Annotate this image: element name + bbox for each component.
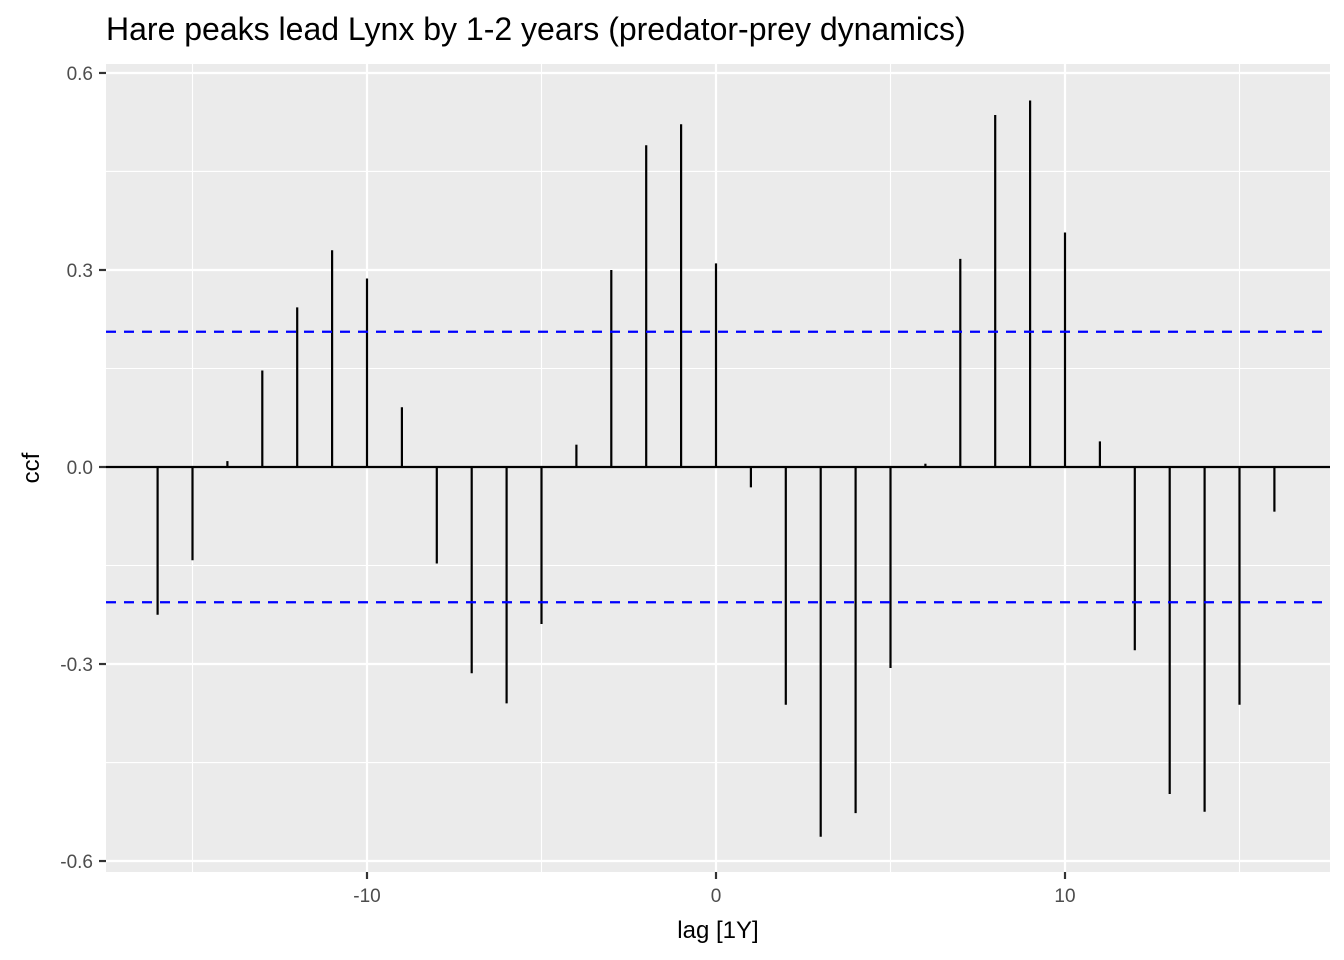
ccf-bars <box>156 100 1276 837</box>
x-tick-label: 10 <box>1054 886 1075 907</box>
y-axis-label: ccf <box>18 452 45 483</box>
y-tick-label: 0.6 <box>67 64 93 85</box>
x-axis-label: lag [1Y] <box>677 917 758 944</box>
chart-title: Hare peaks lead Lynx by 1-2 years (preda… <box>106 11 966 47</box>
x-axis: -10 0 10 <box>353 872 1076 907</box>
y-tick-label: -0.3 <box>60 655 93 676</box>
x-tick-label: 0 <box>711 886 722 907</box>
x-tick-label: -10 <box>353 886 380 907</box>
y-axis: 0.6 0.3 0.0 -0.3 -0.6 <box>60 64 106 873</box>
y-tick-label: 0.0 <box>67 458 93 479</box>
y-tick-label: 0.3 <box>67 261 93 282</box>
y-tick-label: -0.6 <box>60 852 93 873</box>
